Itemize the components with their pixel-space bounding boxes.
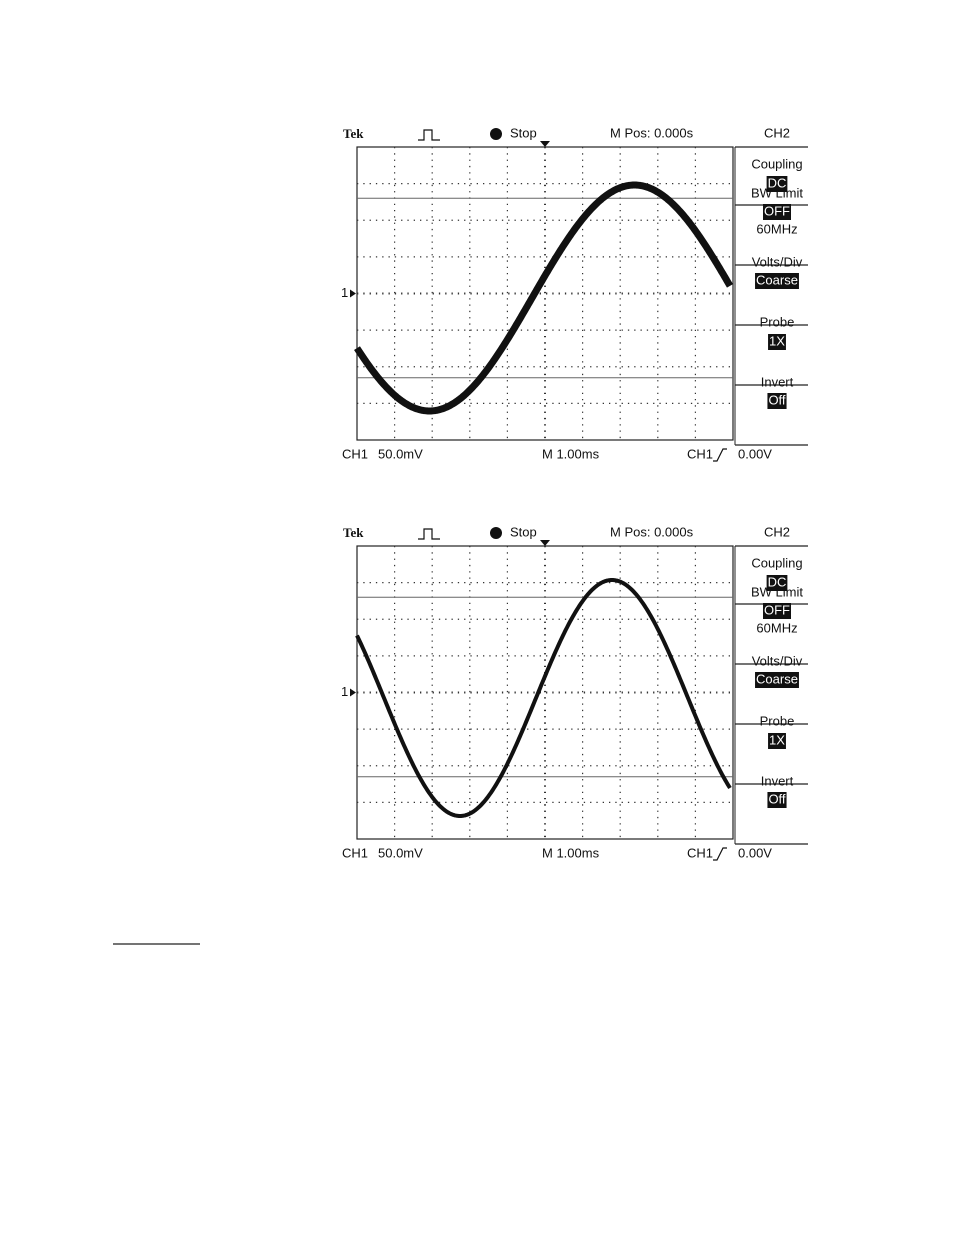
channel-marker: 1: [341, 285, 348, 300]
menu-value: Coarse: [756, 671, 798, 686]
menu-note: 60MHz: [756, 221, 797, 236]
menu-value-bg: [763, 603, 791, 619]
brand: Tek: [343, 525, 364, 540]
menu-value-bg: [763, 204, 791, 220]
menu-value: OFF: [764, 602, 790, 617]
acq-icon: [418, 129, 440, 141]
footer-channel: CH1: [342, 845, 368, 860]
channel-arrow: [350, 688, 356, 697]
menu-value: Off: [768, 791, 785, 806]
menu-label: Coupling: [751, 555, 802, 570]
menu-value: 1X: [769, 732, 785, 747]
footer-timebase: M 1.00ms: [542, 446, 600, 461]
acq-icon: [418, 528, 440, 540]
menu-value-bg: [755, 273, 799, 289]
menu-value-bg: [767, 393, 787, 409]
menu-label: BW Limit: [751, 584, 803, 599]
channel-marker: 1: [341, 684, 348, 699]
footer-trigger-source: CH1: [687, 446, 713, 461]
menu-value-bg: [766, 575, 788, 591]
menu-value-bg: [755, 672, 799, 688]
graticule-border: [356, 146, 734, 441]
menu-value: Off: [768, 392, 785, 407]
position: M Pos: 0.000s: [610, 125, 694, 140]
slope-icon: [713, 448, 727, 462]
channel-arrow: [350, 289, 356, 298]
waveform: [354, 181, 734, 415]
menu-value-bg: [768, 733, 786, 749]
channel: CH2: [764, 125, 790, 140]
waveform: [355, 578, 732, 818]
footer-volts: 50.0mV: [378, 845, 423, 860]
brand: Tek: [343, 126, 364, 141]
menu-label: Invert: [761, 374, 794, 389]
footer-channel: CH1: [342, 446, 368, 461]
menu-value-bg: [767, 792, 787, 808]
menu-value-bg: [768, 334, 786, 350]
footer-trigger-level: 0.00V: [738, 446, 772, 461]
menu-label: Volts/Div: [752, 653, 803, 668]
footer-timebase: M 1.00ms: [542, 845, 600, 860]
status-dot: [490, 128, 502, 140]
menu-value: DC: [768, 574, 787, 589]
menu-value: 1X: [769, 333, 785, 348]
menu-value: DC: [768, 175, 787, 190]
menu-label: Probe: [760, 314, 795, 329]
slope-icon: [713, 847, 727, 861]
menu-label: Invert: [761, 773, 794, 788]
graticule-border: [356, 545, 734, 840]
status: Stop: [510, 125, 537, 140]
trigger-arrow: [540, 540, 550, 546]
trigger-arrow: [540, 141, 550, 147]
menu-label: BW Limit: [751, 185, 803, 200]
footer-trigger-level: 0.00V: [738, 845, 772, 860]
menu-value: Coarse: [756, 272, 798, 287]
menu-label: Volts/Div: [752, 254, 803, 269]
menu-note: 60MHz: [756, 620, 797, 635]
menu-label: Probe: [760, 713, 795, 728]
position: M Pos: 0.000s: [610, 524, 694, 539]
menu-label: Coupling: [751, 156, 802, 171]
menu-value: OFF: [764, 203, 790, 218]
status: Stop: [510, 524, 537, 539]
status-dot: [490, 527, 502, 539]
channel: CH2: [764, 524, 790, 539]
footer-trigger-source: CH1: [687, 845, 713, 860]
footer-volts: 50.0mV: [378, 446, 423, 461]
menu-value-bg: [766, 176, 788, 192]
